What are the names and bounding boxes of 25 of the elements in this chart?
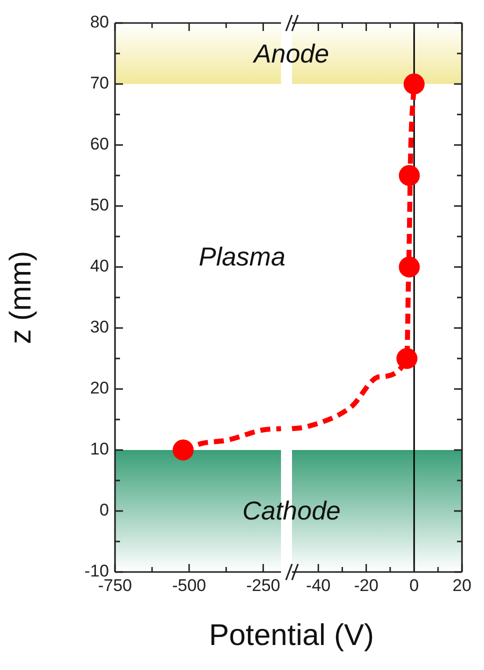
y-axis-title: z (mm)	[4, 250, 38, 344]
point	[398, 165, 420, 186]
y-tick-label: 80	[90, 12, 109, 32]
y-tick-label: 20	[90, 378, 109, 398]
point	[398, 256, 420, 278]
y-tick-label: 60	[90, 134, 109, 154]
x-tick-label: -20	[354, 576, 379, 595]
x-tick-label: 0	[409, 576, 419, 595]
band-label: Cathode	[242, 496, 341, 526]
y-tick-label: 30	[90, 318, 109, 337]
point	[396, 348, 418, 369]
x-axis-title: Potential (V)	[208, 619, 374, 653]
y-tick-label: 10	[90, 440, 109, 459]
y-tick-label: 50	[90, 196, 109, 215]
x-tick-label: 20	[452, 576, 472, 595]
x-tick-label: -40	[306, 576, 331, 595]
point	[404, 74, 425, 94]
x-tick-label: -250	[246, 576, 280, 595]
x-tick-label: -750	[98, 576, 132, 595]
y-tick-label: 0	[100, 500, 109, 520]
band-label: Anode	[254, 38, 330, 69]
x-tick-label: -500	[172, 576, 206, 595]
y-tick-label: 70	[90, 74, 109, 93]
y-tick-label: 40	[90, 256, 109, 276]
annotation: Plasma	[198, 241, 286, 272]
